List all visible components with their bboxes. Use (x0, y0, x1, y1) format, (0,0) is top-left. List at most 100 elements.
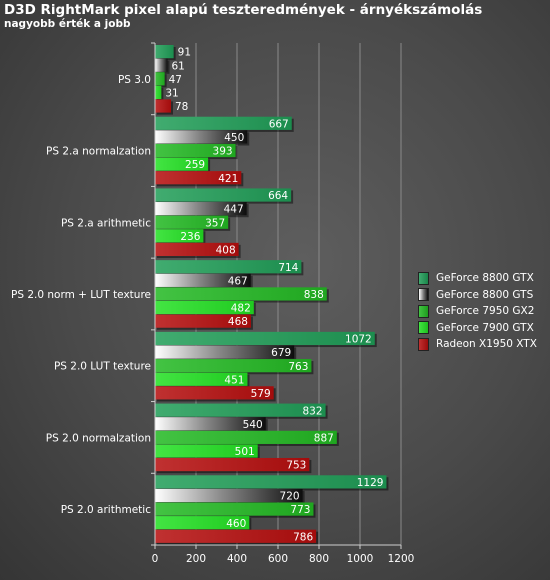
data-label: 47 (169, 74, 182, 86)
x-tick-label: 200 (186, 553, 206, 565)
bar (155, 260, 302, 274)
bar (155, 287, 327, 301)
bar (155, 85, 162, 99)
data-label: 31 (165, 88, 178, 100)
data-label: 78 (175, 101, 188, 113)
bar (155, 202, 247, 216)
data-label: 786 (293, 531, 313, 543)
data-label: 236 (180, 231, 200, 243)
category-label: PS 2.0 arithmetic (61, 504, 152, 516)
x-tick-label: 0 (152, 553, 159, 565)
data-label: 838 (304, 289, 324, 301)
bar (155, 444, 258, 458)
data-label: 467 (228, 275, 248, 287)
legend-item: GeForce 8800 GTX (418, 270, 537, 287)
bar (155, 475, 387, 489)
bar (155, 331, 375, 346)
legend-item: GeForce 7950 GX2 (418, 303, 537, 320)
data-label: 1072 (345, 334, 372, 346)
data-label: 393 (213, 146, 233, 158)
data-label: 714 (278, 262, 298, 274)
category-label: PS 3.0 (118, 74, 151, 86)
legend-label: GeForce 7900 GTX (436, 321, 534, 334)
bar (155, 99, 171, 113)
bar (155, 72, 165, 86)
data-label: 450 (224, 132, 244, 144)
bar (155, 359, 312, 373)
category-label: PS 2.0 LUT texture (54, 361, 151, 373)
category-label: PS 2.0 normalzation (46, 432, 151, 444)
bar (155, 143, 236, 158)
data-label: 1129 (357, 477, 384, 489)
legend-label: GeForce 7950 GX2 (436, 305, 535, 318)
bar (155, 300, 254, 315)
x-tick-label: 1200 (388, 553, 415, 565)
data-label: 91 (178, 47, 191, 59)
data-label: 259 (185, 159, 205, 171)
legend-label: Radeon X1950 XTX (436, 338, 537, 351)
bar (155, 171, 242, 185)
data-label: 421 (218, 173, 238, 185)
x-tick-label: 1000 (347, 553, 374, 565)
data-label: 501 (235, 446, 255, 458)
data-label: 667 (269, 118, 289, 130)
bar (155, 45, 174, 59)
bar (155, 430, 337, 444)
data-label: 460 (226, 518, 246, 530)
legend-label: GeForce 8800 GTS (436, 288, 534, 301)
bar (155, 229, 204, 243)
legend-swatch (418, 337, 429, 351)
data-label: 763 (288, 361, 308, 373)
data-label: 832 (303, 405, 323, 417)
bar (155, 516, 250, 530)
data-label: 720 (280, 491, 300, 503)
data-label: 773 (290, 504, 310, 516)
data-label: 482 (231, 303, 251, 315)
chart-title: D3D RightMark pixel alapú teszteredménye… (4, 2, 483, 18)
bar (155, 130, 248, 144)
data-label: 447 (224, 204, 244, 216)
bar (155, 417, 266, 431)
legend-swatch (418, 288, 429, 302)
legend-swatch (418, 304, 429, 318)
bar (155, 345, 295, 359)
category-label: PS 2.0 norm + LUT texture (11, 289, 151, 301)
bar (155, 314, 251, 328)
bar (155, 157, 209, 171)
bar (155, 403, 326, 417)
bar (155, 386, 274, 400)
data-label: 679 (271, 347, 291, 359)
data-label: 451 (224, 374, 244, 386)
bar (155, 273, 251, 287)
data-label: 540 (243, 419, 263, 431)
data-label: 468 (228, 316, 248, 328)
legend-item: GeForce 7900 GTX (418, 320, 537, 337)
x-tick-label: 600 (268, 553, 288, 565)
legend-item: Radeon X1950 XTX (418, 336, 537, 353)
bar (155, 242, 239, 257)
legend-label: GeForce 8800 GTX (436, 272, 534, 285)
data-label: 887 (314, 432, 334, 444)
category-label: PS 2.a arithmetic (61, 217, 151, 229)
data-label: 579 (251, 388, 271, 400)
legend-swatch (418, 321, 429, 335)
bar (155, 215, 229, 229)
bar (155, 372, 248, 386)
chart-legend: GeForce 8800 GTX GeForce 8800 GTS GeForce … (418, 270, 537, 353)
bar (155, 488, 303, 503)
data-label: 753 (286, 460, 306, 472)
category-label: PS 2.a normalzation (46, 146, 151, 158)
bar (155, 116, 292, 130)
bar (155, 502, 314, 516)
bar (155, 529, 317, 543)
x-tick-label: 800 (309, 553, 329, 565)
chart-subtitle: nagyobb érték a jobb (4, 18, 131, 30)
legend-item: GeForce 8800 GTS (418, 287, 537, 304)
bar (155, 457, 310, 472)
data-label: 61 (172, 60, 185, 72)
x-tick-label: 400 (227, 553, 247, 565)
data-label: 664 (268, 190, 288, 202)
data-label: 408 (216, 245, 236, 257)
